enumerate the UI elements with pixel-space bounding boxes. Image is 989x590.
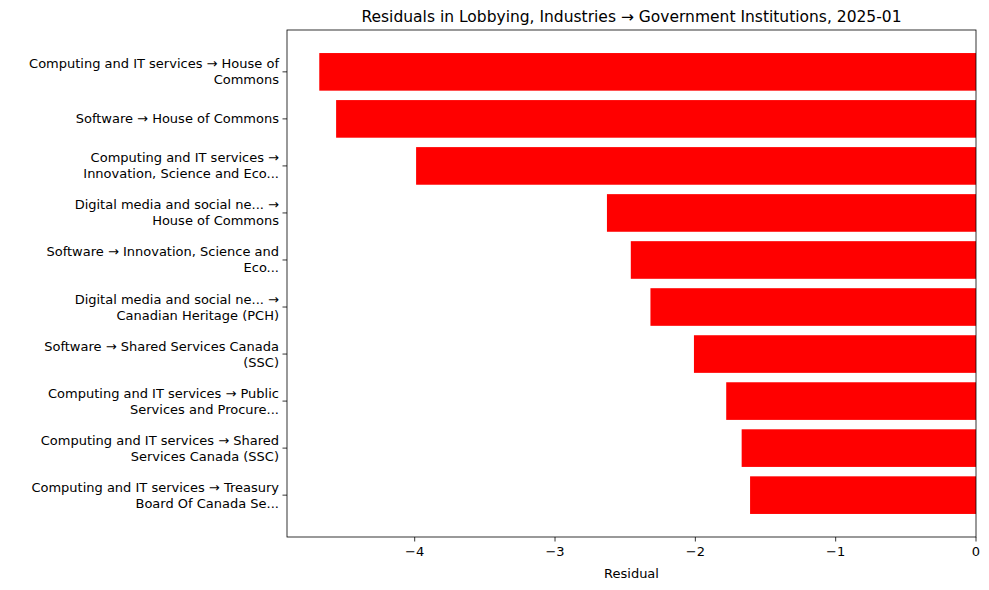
title: Residuals in Lobbying, Industries → Gove…: [361, 8, 901, 26]
label-line: Software → House of Commons: [76, 111, 280, 126]
y-tick-label: Computing and IT services → House ofComm…: [29, 56, 279, 87]
x-tick-label: −4: [405, 544, 424, 559]
bars: [319, 53, 976, 514]
label-line: Software → Shared Services Canada: [44, 339, 279, 354]
y-tick: [283, 307, 288, 308]
y-tick: [283, 448, 288, 449]
y-tick-label: Digital media and social ne... →Canadian…: [75, 292, 279, 323]
background: [0, 0, 989, 590]
bar: [726, 382, 976, 420]
label-line: House of Commons: [152, 213, 279, 228]
label-line: Computing and IT services → Treasury: [31, 480, 279, 495]
y-tick-label: Computing and IT services → PublicServic…: [48, 386, 279, 417]
y-tick-label: Computing and IT services → TreasuryBoar…: [31, 480, 279, 511]
y-tick-label: Digital media and social ne... →House of…: [75, 197, 280, 228]
y-tick-label: Software → Shared Services Canada(SSC): [44, 339, 279, 370]
y-tick-label: Software → House of Commons: [76, 111, 280, 126]
bar: [631, 241, 976, 279]
bar: [319, 53, 976, 91]
x-tick: [414, 537, 415, 542]
plot-frame: [287, 30, 976, 537]
label-line: Eco...: [244, 260, 279, 275]
y-tick: [283, 401, 288, 402]
label-line: Digital media and social ne... →: [75, 197, 279, 212]
x-tick: [976, 537, 977, 542]
bar: [607, 194, 976, 232]
y-tick: [283, 495, 288, 496]
label-line: Computing and IT services → Shared: [41, 433, 279, 448]
label-line: Services Canada (SSC): [131, 449, 279, 464]
x-tick-label: −2: [686, 544, 705, 559]
bar: [694, 335, 976, 373]
label-line: Computing and IT services → House of: [29, 56, 279, 71]
y-tick-label: Computing and IT services →Innovation, S…: [83, 150, 279, 181]
chart: −4 −3 −2 −1 0 Computing and IT services → Hou…: [0, 0, 989, 590]
label-line: (SSC): [243, 355, 279, 370]
label-line: Canadian Heritage (PCH): [117, 308, 279, 323]
x-tick: [835, 537, 836, 542]
y-tick: [283, 212, 288, 213]
label-line: Services and Procure...: [130, 402, 279, 417]
y-tick-label: Computing and IT services → SharedServic…: [41, 433, 279, 464]
bar: [742, 429, 976, 467]
label-line: Software → Innovation, Science and: [46, 244, 279, 259]
y-tick: [283, 259, 288, 260]
label-line: Computing and IT services →: [91, 150, 279, 165]
label-line: Commons: [214, 72, 280, 87]
bar: [750, 476, 976, 514]
label-line: Digital media and social ne... →: [75, 292, 279, 307]
x-axis-label: Residual: [604, 566, 659, 581]
x-tick: [555, 537, 556, 542]
label-line: Innovation, Science and Eco...: [83, 166, 279, 181]
x-tick-label: 0: [972, 544, 980, 559]
x-tick: [695, 537, 696, 542]
y-tick-label: Software → Innovation, Science andEco...: [46, 244, 279, 275]
bar: [416, 147, 976, 185]
y-tick: [283, 118, 288, 119]
bar: [650, 288, 976, 326]
y-tick: [283, 165, 288, 166]
label-line: Computing and IT services → Public: [48, 386, 279, 401]
y-tick: [283, 71, 288, 72]
x-tick-label: −1: [826, 544, 845, 559]
y-tick: [283, 354, 288, 355]
label-line: Board Of Canada Se...: [135, 496, 279, 511]
x-tick-label: −3: [545, 544, 564, 559]
bar: [336, 100, 976, 138]
